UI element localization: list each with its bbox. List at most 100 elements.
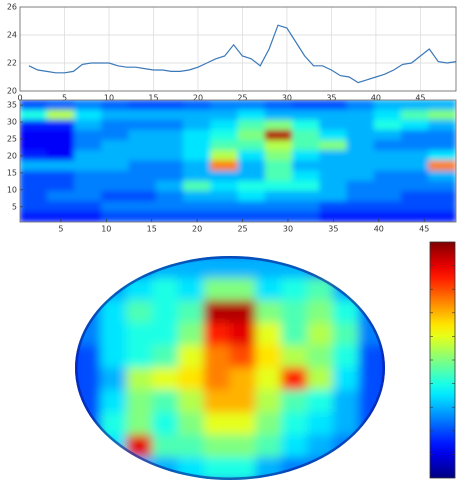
heat-cell	[210, 160, 239, 172]
heat-cell	[128, 119, 157, 131]
heat-cell	[237, 140, 266, 152]
heat-cell	[74, 170, 103, 182]
heat-cell	[307, 277, 334, 302]
heat-cell	[177, 345, 205, 369]
heat-cell	[128, 201, 157, 213]
heat-cell	[319, 119, 348, 131]
heat-cell	[46, 191, 75, 203]
heat-cell	[155, 140, 184, 152]
heat-cell	[281, 277, 308, 302]
heat-cell	[126, 345, 153, 369]
heat-cell	[264, 150, 293, 162]
heat-cell	[237, 201, 266, 213]
heat-cell	[183, 180, 212, 192]
heat-cell	[128, 170, 157, 182]
heat-cell	[332, 367, 360, 391]
x-tick-label: 30	[282, 94, 292, 103]
heat-cell	[346, 130, 375, 142]
heat-cell	[210, 211, 239, 222]
heat-cell	[264, 119, 293, 131]
heat-cell	[281, 389, 308, 414]
heat-cell	[373, 191, 402, 203]
heat-cell	[292, 140, 321, 152]
x-tick-label: 10	[101, 225, 111, 234]
heat-cell	[46, 150, 75, 162]
heat-cell	[255, 322, 283, 347]
heat-cell	[332, 256, 360, 279]
heat-cell	[358, 457, 385, 480]
heat-cell	[155, 211, 184, 222]
heat-cell	[126, 389, 153, 414]
heat-cell	[319, 180, 348, 192]
heat-cell	[255, 300, 283, 324]
heat-cell	[373, 140, 402, 152]
x-tick-label: 0	[17, 94, 22, 103]
heat-cell	[319, 140, 348, 152]
heat-cell	[332, 345, 360, 369]
heat-cell	[292, 150, 321, 162]
heat-cell	[126, 457, 153, 480]
heat-cell	[428, 201, 456, 213]
heat-cell	[346, 150, 375, 162]
heat-cell	[74, 180, 103, 192]
heat-cell	[203, 412, 231, 436]
heat-cell	[346, 140, 375, 152]
heat-cell	[20, 170, 48, 182]
heat-cell	[319, 211, 348, 222]
heat-cell	[428, 130, 456, 142]
heat-cell	[346, 119, 375, 131]
heat-cell	[20, 119, 48, 131]
heat-cell	[100, 322, 128, 347]
heat-cell	[373, 100, 402, 111]
heat-cell	[346, 180, 375, 192]
heat-cell	[428, 150, 456, 162]
x-tick-label: 10	[104, 94, 114, 103]
y-tick-label: 30	[7, 118, 17, 127]
y-tick-label: 20	[7, 87, 17, 96]
data-line	[28, 24, 457, 84]
heat-cell	[358, 345, 385, 369]
y-tick-label: 10	[7, 185, 17, 194]
heat-cell	[319, 130, 348, 142]
heat-cell	[292, 160, 321, 172]
y-tick-label: 35	[7, 101, 17, 110]
heat-cell	[183, 191, 212, 203]
heat-cell	[155, 119, 184, 131]
heat-cell	[128, 130, 157, 142]
x-tick-label: 15	[148, 94, 158, 103]
heat-cell	[229, 300, 257, 324]
heat-cell	[183, 109, 212, 121]
heat-cell	[229, 277, 257, 302]
heat-cell	[358, 434, 385, 459]
heat-cell	[183, 170, 212, 182]
heat-cell	[155, 109, 184, 121]
heat-cell	[101, 201, 130, 213]
heat-cell	[46, 180, 75, 192]
x-tick-label: 40	[374, 225, 384, 234]
y-tick-label: 24	[7, 31, 17, 40]
x-tick-label: 35	[326, 94, 336, 103]
heat-cell	[373, 211, 402, 222]
heat-cell	[152, 345, 179, 369]
heat-cell	[101, 150, 130, 162]
heat-cell	[20, 109, 48, 121]
heat-cell	[177, 389, 205, 414]
heat-cell	[152, 300, 179, 324]
heat-cell	[237, 130, 266, 142]
heat-cell	[229, 322, 257, 347]
x-tick-label: 40	[371, 94, 381, 103]
heat-cell	[20, 100, 48, 111]
heat-cell	[401, 130, 430, 142]
heat-cell	[346, 211, 375, 222]
heatmap-blur	[20, 100, 456, 222]
heat-cell	[229, 345, 257, 369]
heat-cell	[183, 130, 212, 142]
heat-cell	[428, 180, 456, 192]
heat-cell	[358, 367, 385, 391]
heat-cell	[229, 367, 257, 391]
heat-cell	[183, 119, 212, 131]
heat-cell	[210, 201, 239, 213]
heat-cell	[74, 201, 103, 213]
heat-cell	[152, 277, 179, 302]
heat-cell	[155, 170, 184, 182]
